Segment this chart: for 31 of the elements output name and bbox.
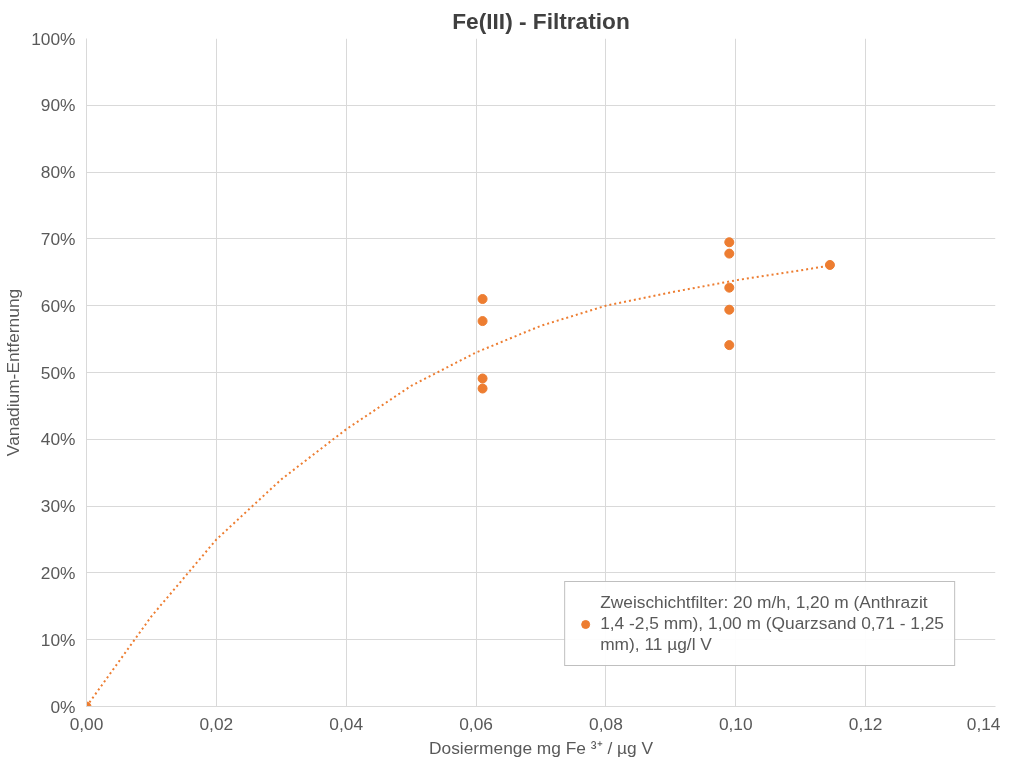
- x-tick-label: 0,10: [718, 713, 753, 734]
- x-tick-label: 0,06: [459, 713, 493, 734]
- x-tick-label: 0,12: [848, 713, 883, 734]
- point: [724, 248, 735, 259]
- chart-title: Fe(III) - Filtration: [452, 7, 630, 34]
- point: [724, 282, 735, 293]
- point: [724, 237, 735, 248]
- x-tick-label: 0,14: [966, 713, 1001, 734]
- y-tick-label: 50%: [40, 362, 76, 383]
- point: [477, 294, 488, 305]
- y-tick-label: 90%: [40, 95, 76, 116]
- point: [724, 340, 735, 351]
- point: [724, 304, 735, 315]
- y-tick-label: 20%: [40, 562, 76, 583]
- x-tick-label: 0,02: [199, 713, 234, 734]
- point: [477, 383, 488, 394]
- x-axis-title: Dosiermenge mg Fe ³⁺ / µg V: [429, 737, 654, 758]
- y-tick-label: 70%: [40, 228, 76, 249]
- y-tick-label: 100%: [31, 28, 76, 49]
- legend-label: Zweischichtfilter: 20 m/h, 1,20 m (Anthrazit 1,4 -2,5 mm), 1,00 m (Quarzsand 0,71 - 1,25 mm), 11 µg/l V: [600, 592, 944, 655]
- y-tick-label: 30%: [40, 496, 76, 517]
- x-tick-label: 0,04: [329, 713, 364, 734]
- y-tick-label: 40%: [40, 429, 76, 450]
- y-tick-label: 10%: [40, 629, 76, 650]
- point: [477, 316, 488, 327]
- y-tick-label: 60%: [40, 295, 76, 316]
- x-tick-label: 0,08: [589, 713, 623, 734]
- point: [477, 373, 488, 384]
- y-tick-label: 80%: [40, 162, 76, 183]
- y-axis-title: Vanadium-Entfernung: [3, 288, 24, 457]
- point: [824, 259, 835, 270]
